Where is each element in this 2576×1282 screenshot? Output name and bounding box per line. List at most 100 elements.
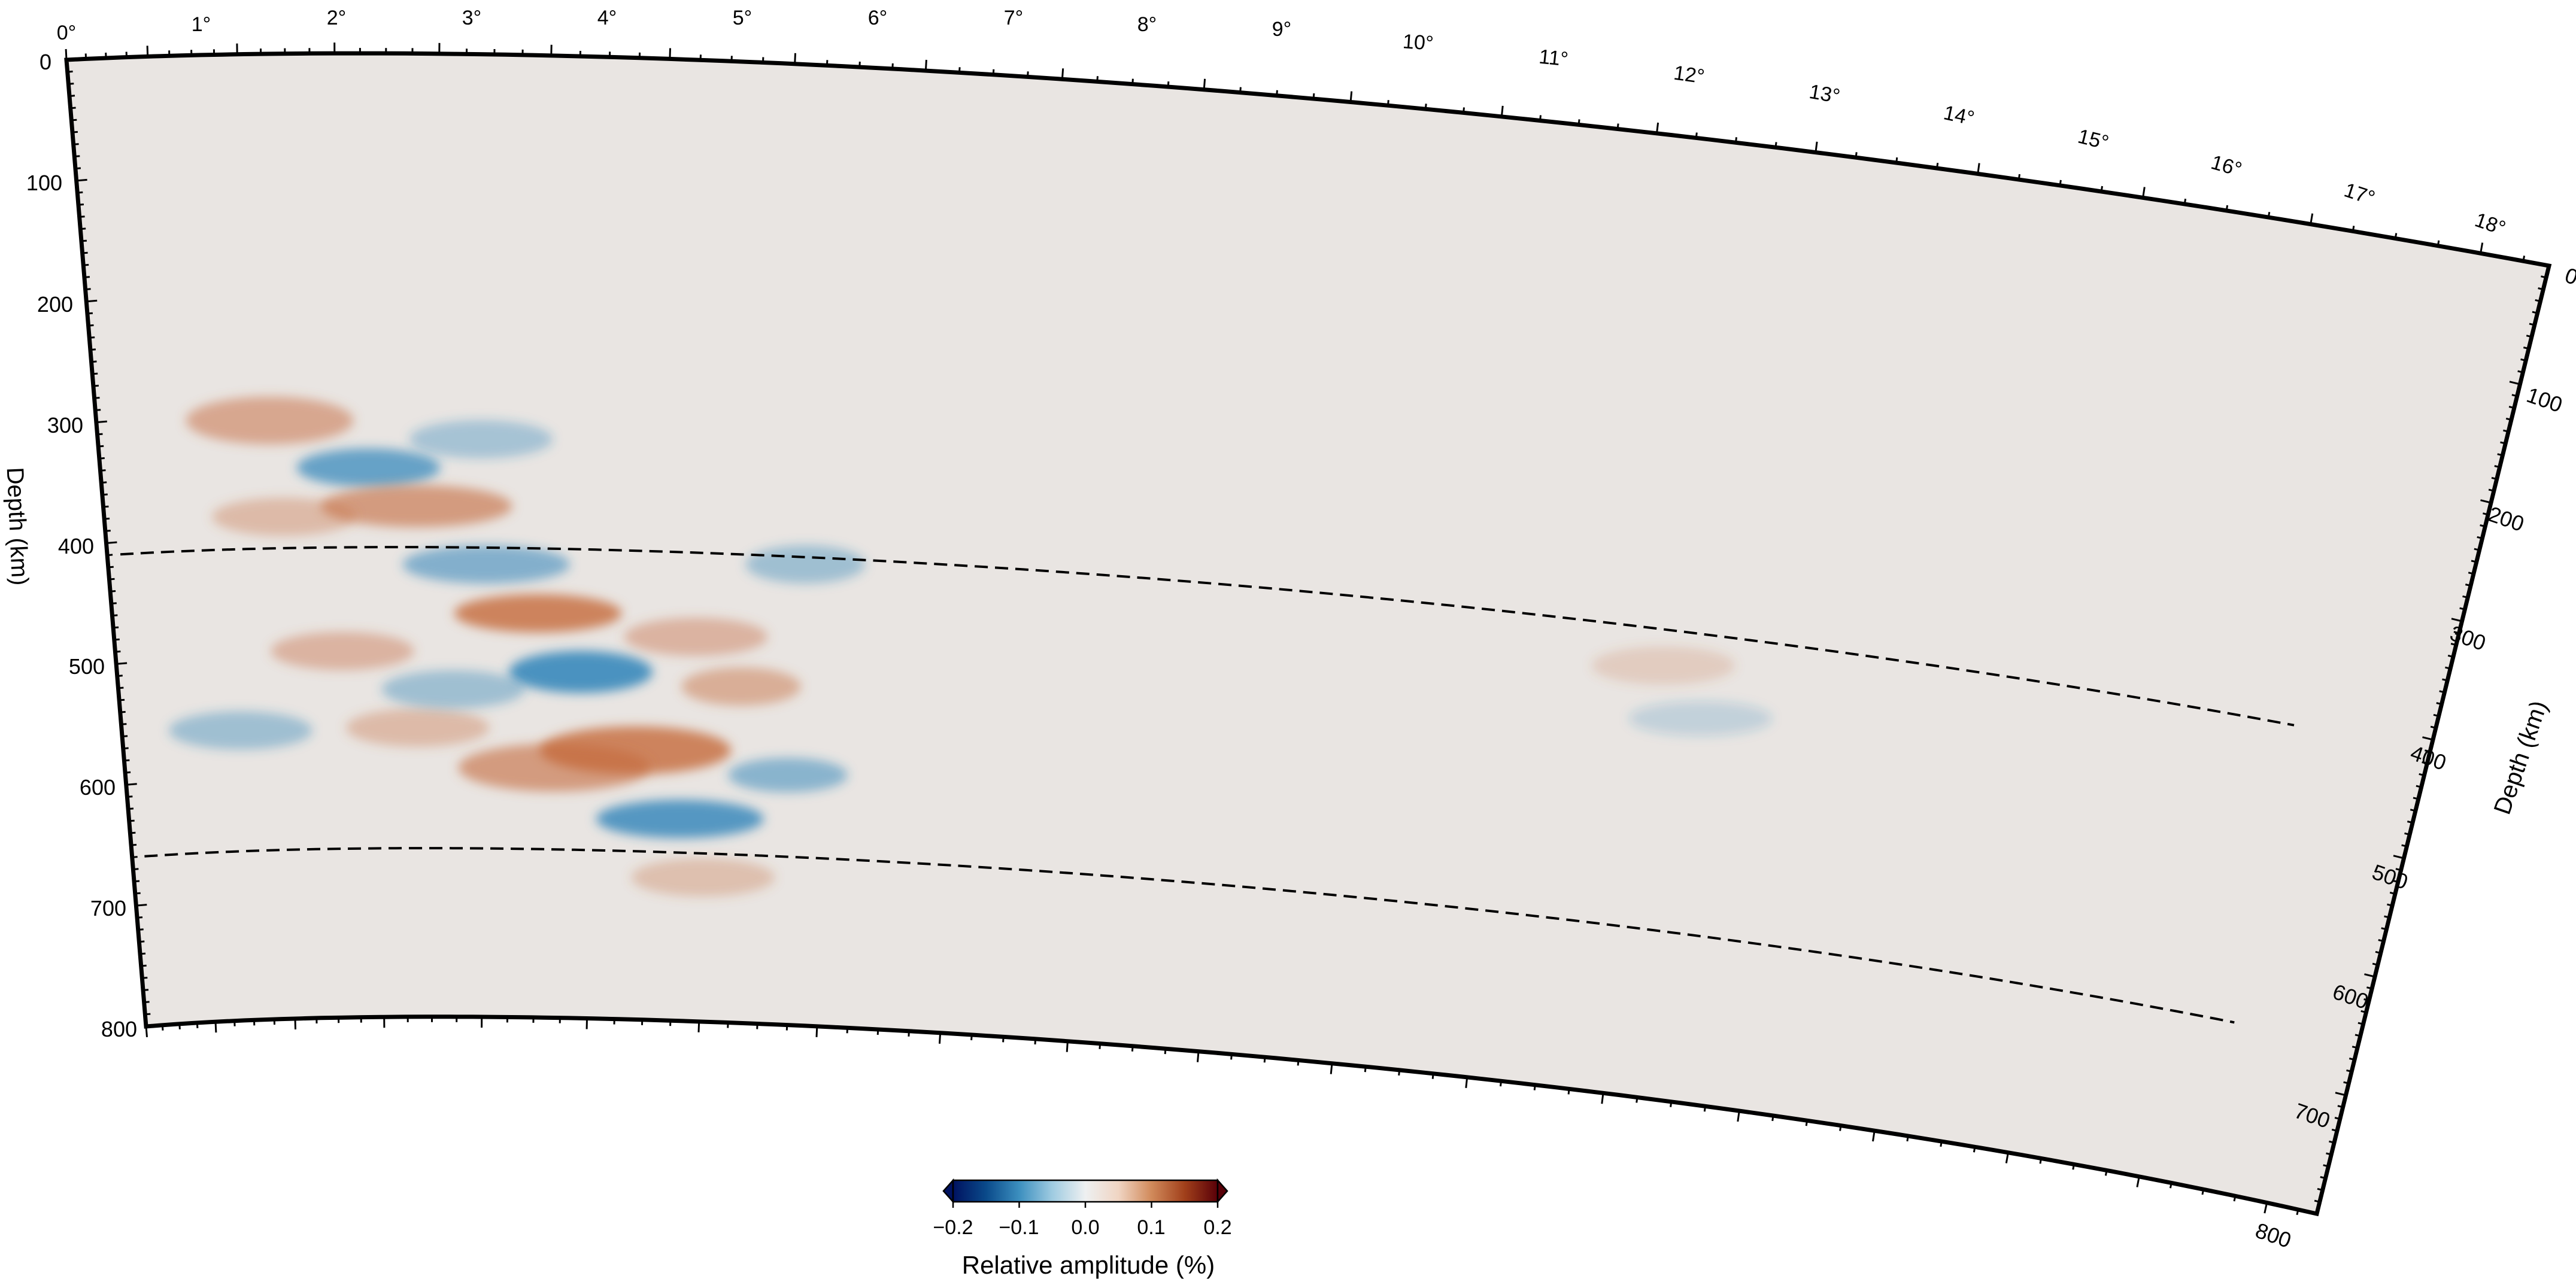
top-tick-label: 2° [327, 7, 347, 29]
bottom-edge-tick [1601, 1093, 1604, 1104]
left-tick-label: 700 [90, 896, 126, 921]
bottom-edge-tick [161, 1025, 164, 1031]
positive-anomaly [271, 631, 414, 670]
right-tick-label: 200 [2485, 502, 2527, 536]
top-tick-label: 16° [2208, 151, 2244, 181]
negative-anomaly [509, 651, 653, 693]
left-axis-tick [122, 735, 128, 737]
top-axis-tick [2480, 242, 2484, 254]
negative-anomaly [409, 420, 553, 458]
right-axis-tick [2331, 1128, 2338, 1132]
left-axis-tick [103, 505, 109, 508]
right-axis-tick [2442, 678, 2448, 682]
left-axis-tick [124, 759, 130, 762]
bottom-edge-tick [1131, 1046, 1134, 1052]
positive-anomaly [624, 618, 768, 656]
right-axis-tick [2494, 465, 2500, 469]
left-axis-tick [87, 312, 93, 315]
right-axis-tick [2497, 453, 2503, 457]
top-axis-tick [2059, 180, 2062, 186]
bottom-edge-tick [1197, 1051, 1200, 1062]
left-axis-tick [141, 964, 147, 967]
left-axis-tick [136, 904, 147, 907]
positive-anomaly [345, 708, 490, 747]
bottom-edge-tick [2072, 1164, 2075, 1170]
right-axis-tick [2416, 785, 2422, 788]
right-axis-ticks [2314, 262, 2550, 1203]
top-axis-tick [1276, 90, 1278, 96]
top-tick-label: 14° [1941, 101, 1976, 130]
left-axis-tick [121, 723, 127, 725]
positive-anomaly [631, 858, 775, 897]
bottom-edge-tick [2233, 1195, 2237, 1202]
top-axis-tick [2267, 211, 2271, 218]
colorbar-ramp [952, 1179, 1219, 1203]
right-axis-tick [2453, 631, 2459, 634]
bottom-edge-tick [1839, 1125, 1842, 1131]
right-axis-tick [2445, 666, 2451, 670]
positive-anomaly [681, 667, 801, 706]
left-axis-tick [112, 614, 118, 617]
top-axis-ticks [65, 42, 2526, 1216]
top-axis-tick [1167, 81, 1170, 87]
left-axis-tick [142, 989, 149, 991]
top-axis-tick [794, 53, 796, 64]
top-axis-tick [1936, 162, 1939, 169]
right-axis-tick [2538, 287, 2544, 291]
right-axis-tick [2450, 643, 2457, 646]
colorbar-tick-label: −0.2 [933, 1216, 973, 1239]
colorbar-tick-label: 0.0 [1071, 1216, 1099, 1239]
top-axis-tick [1656, 122, 1659, 133]
negative-anomaly [402, 545, 571, 584]
right-axis-tick [2389, 891, 2396, 895]
right-axis-tick [2430, 725, 2437, 729]
top-tick-label: 13° [1807, 80, 1841, 108]
right-axis-tick [2462, 595, 2468, 599]
colorbar-tick-label: 0.1 [1137, 1216, 1165, 1239]
negative-anomaly [296, 448, 441, 487]
left-tick-label: 500 [69, 654, 105, 679]
bottom-edge-tick [1737, 1110, 1740, 1122]
left-axis-tick [115, 650, 121, 653]
amplitude-anomalies [168, 396, 1773, 897]
right-axis-tick [2433, 713, 2440, 717]
top-tick-label: 5° [733, 7, 753, 29]
right-axis-tick [2337, 1105, 2344, 1108]
bottom-edge-tick [1364, 1067, 1367, 1073]
positive-anomaly [454, 594, 622, 633]
left-axis-tick [75, 167, 81, 170]
right-axis-tick [2364, 973, 2375, 978]
left-axis-tick [113, 626, 119, 629]
colorbar-low-triangle [942, 1178, 954, 1204]
bottom-edge-tick [1164, 1048, 1167, 1055]
left-axis-tick [139, 940, 145, 943]
negative-anomaly [728, 758, 848, 792]
left-axis-tick [116, 662, 128, 665]
left-tick-label: 400 [58, 534, 94, 558]
right-axis-tick [2523, 347, 2529, 350]
left-axis-tick [114, 638, 120, 641]
top-axis-tick [2394, 233, 2398, 239]
section-panel [64, 51, 2552, 1217]
discontinuity-410-line [120, 546, 2295, 727]
top-axis-tick [1735, 137, 1737, 143]
top-tick-label: 3° [462, 7, 482, 29]
left-tick-label: 800 [101, 1017, 137, 1041]
top-axis-tick [2352, 226, 2355, 232]
left-axis-tick [96, 420, 107, 424]
left-axis-tick [132, 856, 138, 858]
left-tick-label: 300 [47, 413, 83, 438]
right-axis-tick [2459, 607, 2465, 610]
bottom-edge-tick [2201, 1189, 2205, 1195]
right-tick-label: 800 [2252, 1218, 2294, 1253]
top-axis-tick [2437, 240, 2440, 246]
right-axis-tick [2407, 821, 2413, 824]
right-axis-tick [2320, 1176, 2326, 1180]
left-axis-tick [74, 155, 80, 157]
bottom-edge-tick [2005, 1152, 2009, 1163]
positive-anomaly [186, 396, 354, 445]
right-axis-tick [2526, 335, 2532, 338]
right-axis-tick [2439, 690, 2445, 694]
left-tick-label: 0 [40, 50, 51, 74]
